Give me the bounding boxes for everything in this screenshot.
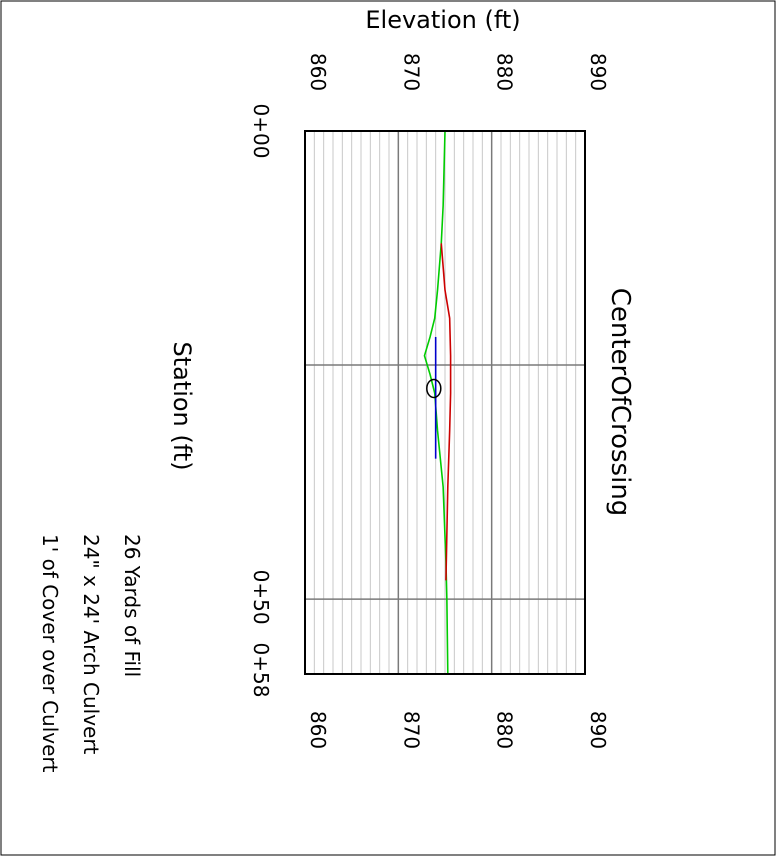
series-layer <box>423 130 452 675</box>
x-tick-label: 0+58 <box>249 643 273 698</box>
y-tick-label: 870 <box>399 53 423 91</box>
series-line <box>440 243 452 581</box>
y-tick-label: 880 <box>493 53 517 91</box>
x-tick-label: 0+50 <box>249 570 273 625</box>
y-tick-label: 890 <box>586 711 610 749</box>
note-fill: 26 Yards of Fill <box>120 534 144 677</box>
culvert-marker <box>426 378 442 399</box>
y-tick-label: 860 <box>306 711 330 749</box>
y-tick-labels-top: 860 870 880 890 <box>306 53 610 91</box>
major-grid <box>305 131 585 674</box>
notes: 26 Yards of Fill 24" x 24' Arch Culvert … <box>38 534 144 773</box>
note-culvert: 24" x 24' Arch Culvert <box>79 534 103 755</box>
x-tick-label: 0+00 <box>249 104 273 159</box>
y-tick-label: 870 <box>399 711 423 749</box>
y-tick-label: 880 <box>493 711 517 749</box>
x-axis-label: Station (ft) <box>168 341 196 470</box>
y-axis-label: Elevation (ft) <box>365 6 520 34</box>
x-tick-labels: 0+00 0+50 0+58 <box>249 104 273 698</box>
note-cover: 1' of Cover over Culvert <box>38 534 62 773</box>
y-tick-label: 860 <box>306 53 330 91</box>
y-tick-labels-bottom: 860 870 880 890 <box>306 711 610 749</box>
plot-frame <box>304 130 586 675</box>
y-tick-label: 890 <box>586 53 610 91</box>
marker-layer <box>426 378 442 399</box>
chart-title: CenterOfCrossing <box>605 288 635 517</box>
series-line <box>423 130 449 675</box>
